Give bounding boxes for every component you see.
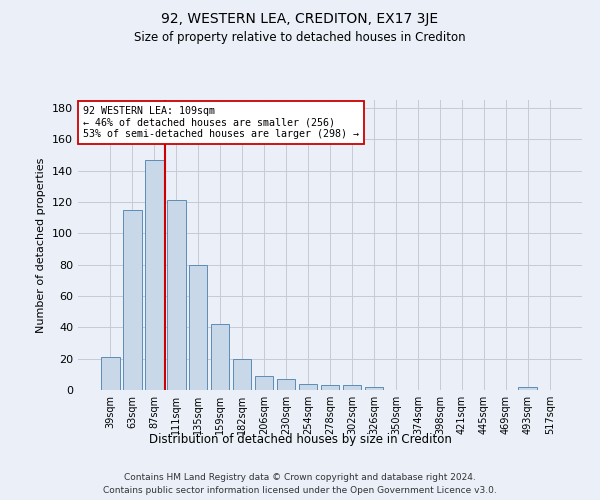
- Bar: [233, 358, 251, 390]
- Bar: [343, 386, 361, 390]
- Bar: [101, 357, 119, 390]
- Y-axis label: Number of detached properties: Number of detached properties: [37, 158, 46, 332]
- Bar: [277, 379, 295, 390]
- Bar: [145, 160, 164, 390]
- Bar: [365, 387, 383, 390]
- Bar: [123, 210, 142, 390]
- Text: Size of property relative to detached houses in Crediton: Size of property relative to detached ho…: [134, 31, 466, 44]
- Bar: [211, 324, 229, 390]
- Text: Contains HM Land Registry data © Crown copyright and database right 2024.: Contains HM Land Registry data © Crown c…: [124, 472, 476, 482]
- Bar: [255, 376, 274, 390]
- Text: 92, WESTERN LEA, CREDITON, EX17 3JE: 92, WESTERN LEA, CREDITON, EX17 3JE: [161, 12, 439, 26]
- Text: Contains public sector information licensed under the Open Government Licence v3: Contains public sector information licen…: [103, 486, 497, 495]
- Bar: [189, 264, 208, 390]
- Bar: [299, 384, 317, 390]
- Bar: [518, 387, 537, 390]
- Bar: [167, 200, 185, 390]
- Text: 92 WESTERN LEA: 109sqm
← 46% of detached houses are smaller (256)
53% of semi-de: 92 WESTERN LEA: 109sqm ← 46% of detached…: [83, 106, 359, 139]
- Bar: [320, 386, 340, 390]
- Text: Distribution of detached houses by size in Crediton: Distribution of detached houses by size …: [149, 432, 451, 446]
